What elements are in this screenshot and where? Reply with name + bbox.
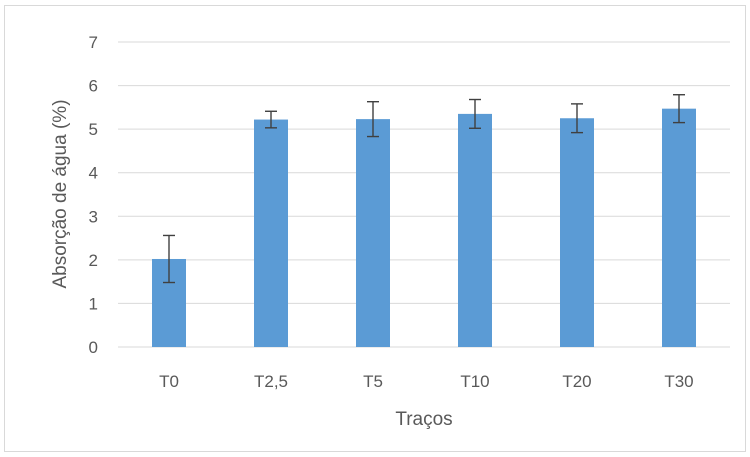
- error-bars: [163, 94, 685, 284]
- bar: [560, 118, 594, 347]
- x-category-label: T2,5: [254, 372, 288, 391]
- y-tick-label: 3: [89, 207, 98, 226]
- y-tick-label: 2: [89, 251, 98, 270]
- gridlines: [118, 41, 730, 348]
- x-category-label: T20: [562, 372, 591, 391]
- y-tick-label: 7: [89, 33, 98, 52]
- bar: [458, 113, 492, 348]
- y-axis-tick-labels: 0 1 2 3 4 5 6 7: [89, 33, 98, 357]
- x-category-label: T0: [159, 372, 179, 391]
- x-axis-title: Traços: [395, 409, 452, 430]
- x-category-label: T10: [460, 372, 489, 391]
- x-category-label: T5: [363, 372, 383, 391]
- bars: [152, 108, 696, 348]
- bar: [662, 108, 696, 348]
- bar: [254, 119, 288, 347]
- y-tick-label: 4: [89, 164, 98, 183]
- y-axis-title: Absorção de água (%): [50, 99, 71, 288]
- y-tick-label: 5: [89, 120, 98, 139]
- y-tick-label: 0: [89, 338, 98, 357]
- x-category-label: T30: [664, 372, 693, 391]
- y-tick-label: 1: [89, 294, 98, 313]
- bar: [356, 119, 390, 347]
- x-axis-category-labels: T0 T2,5 T5 T10 T20 T30: [159, 372, 694, 391]
- y-tick-label: 6: [89, 77, 98, 96]
